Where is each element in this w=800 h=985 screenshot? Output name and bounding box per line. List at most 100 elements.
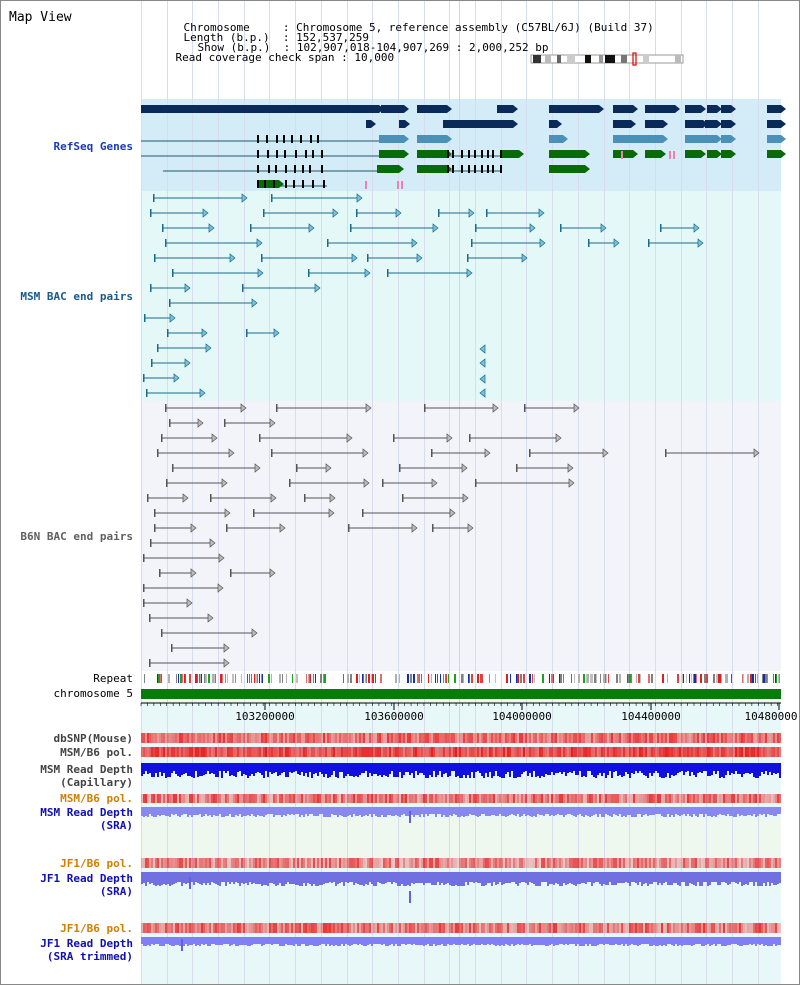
depth-bar (703, 807, 705, 817)
depth-bar (317, 807, 319, 816)
msm-b6-pol-1-label[interactable]: MSM/B6 pol. (60, 746, 133, 759)
heat-cell (631, 858, 633, 868)
heat-cell (157, 794, 159, 803)
depth-bar (765, 872, 767, 886)
heat-cell (487, 794, 489, 803)
repeat-mark (205, 674, 206, 683)
heat-cell (301, 733, 303, 743)
heat-cell (767, 923, 769, 933)
heat-cell (269, 733, 271, 743)
heat-cell (397, 747, 399, 757)
depth-bar (453, 872, 455, 886)
b6n-bac-label[interactable]: B6N BAC end pairs (20, 530, 133, 543)
heat-cell (667, 923, 669, 933)
msm-bac-label[interactable]: MSM BAC end pairs (20, 290, 133, 303)
depth-bar (179, 807, 181, 817)
depth-bar (241, 872, 243, 883)
depth-bar (403, 872, 405, 886)
depth-bar (727, 872, 729, 885)
depth-bar (367, 807, 369, 816)
heat-cell (655, 923, 657, 933)
heat-cell (149, 747, 151, 757)
heat-cell (309, 794, 311, 803)
chromosome-ideogram[interactable] (529, 52, 689, 66)
heat-cell (765, 858, 767, 868)
depth-bar (297, 937, 299, 946)
bac-pair-end (157, 449, 159, 457)
depth-bar (427, 807, 429, 816)
bac-pair-end (169, 299, 171, 307)
heat-cell (635, 747, 637, 757)
depth-bar (275, 807, 277, 815)
heat-cell (237, 923, 239, 933)
gene-arrow (585, 150, 590, 158)
gene-marker (621, 151, 623, 159)
repeat-mark (195, 674, 197, 683)
heat-cell (457, 733, 459, 743)
depth-bar (589, 807, 591, 817)
heat-cell (293, 923, 295, 933)
heat-cell (399, 923, 401, 933)
jf1-b6-pol-2-label[interactable]: JF1/B6 pol. (60, 922, 133, 935)
heat-cell (383, 923, 385, 933)
depth-bar (695, 937, 697, 944)
jf1-depth-trim-label-1[interactable]: JF1 Read Depth (40, 937, 133, 950)
heat-cell (597, 794, 599, 803)
heat-cell (189, 794, 191, 803)
depth-bar (593, 937, 595, 946)
heat-cell (629, 794, 631, 803)
bac-pair-end (159, 569, 161, 577)
heat-cell (589, 794, 591, 803)
heat-cell (631, 733, 633, 743)
msm-b6-pol-2-label[interactable]: MSM/B6 pol. (60, 792, 133, 805)
gene-exon-tick (500, 165, 502, 173)
msm-depth-sra-label-1[interactable]: MSM Read Depth (40, 806, 133, 819)
heat-cell (533, 923, 535, 933)
heat-cell (695, 923, 697, 933)
heat-cell (649, 747, 651, 757)
depth-bar (577, 807, 579, 815)
depth-bar (255, 937, 257, 944)
bac-pair-arrow (173, 373, 180, 383)
depth-bar (279, 872, 281, 883)
jf1-depth-sra-label-1[interactable]: JF1 Read Depth (40, 872, 133, 885)
heat-cell (727, 794, 729, 803)
heat-cell (645, 733, 647, 743)
dbsnp-label[interactable]: dbSNP(Mouse) (53, 732, 133, 745)
depth-bar (729, 763, 731, 775)
depth-bar (321, 763, 323, 774)
heat-cell (445, 858, 447, 868)
depth-bar (345, 872, 347, 882)
heat-cell (289, 747, 291, 757)
depth-bar (243, 763, 245, 774)
depth-bar (293, 937, 295, 946)
heat-cell (439, 733, 441, 743)
depth-bar (299, 872, 301, 886)
depth-bar (593, 763, 595, 777)
refseq-label[interactable]: RefSeq Genes (53, 140, 133, 153)
heat-cell (243, 858, 245, 868)
depth-bar (229, 937, 231, 946)
heat-cell (755, 747, 757, 757)
depth-bar (641, 763, 643, 773)
heat-cell (239, 923, 241, 933)
heat-cell (483, 747, 485, 757)
bac-pair-arrow (329, 493, 336, 503)
repeat-mark (279, 674, 281, 683)
depth-bar (691, 763, 693, 772)
depth-bar (403, 763, 405, 775)
depth-bar (331, 872, 333, 883)
depth-bar (673, 807, 675, 817)
heat-cell (377, 747, 379, 757)
heat-cell (151, 923, 153, 933)
depth-bar (571, 872, 573, 884)
heat-cell (169, 858, 171, 868)
heat-cell (365, 794, 367, 803)
repeat-mark (608, 674, 609, 683)
heat-cell (581, 858, 583, 868)
msm-depth-cap-label-1[interactable]: MSM Read Depth (40, 763, 133, 776)
jf1-b6-pol-1-label[interactable]: JF1/B6 pol. (60, 857, 133, 870)
depth-bar (621, 807, 623, 817)
heat-cell (377, 794, 379, 803)
